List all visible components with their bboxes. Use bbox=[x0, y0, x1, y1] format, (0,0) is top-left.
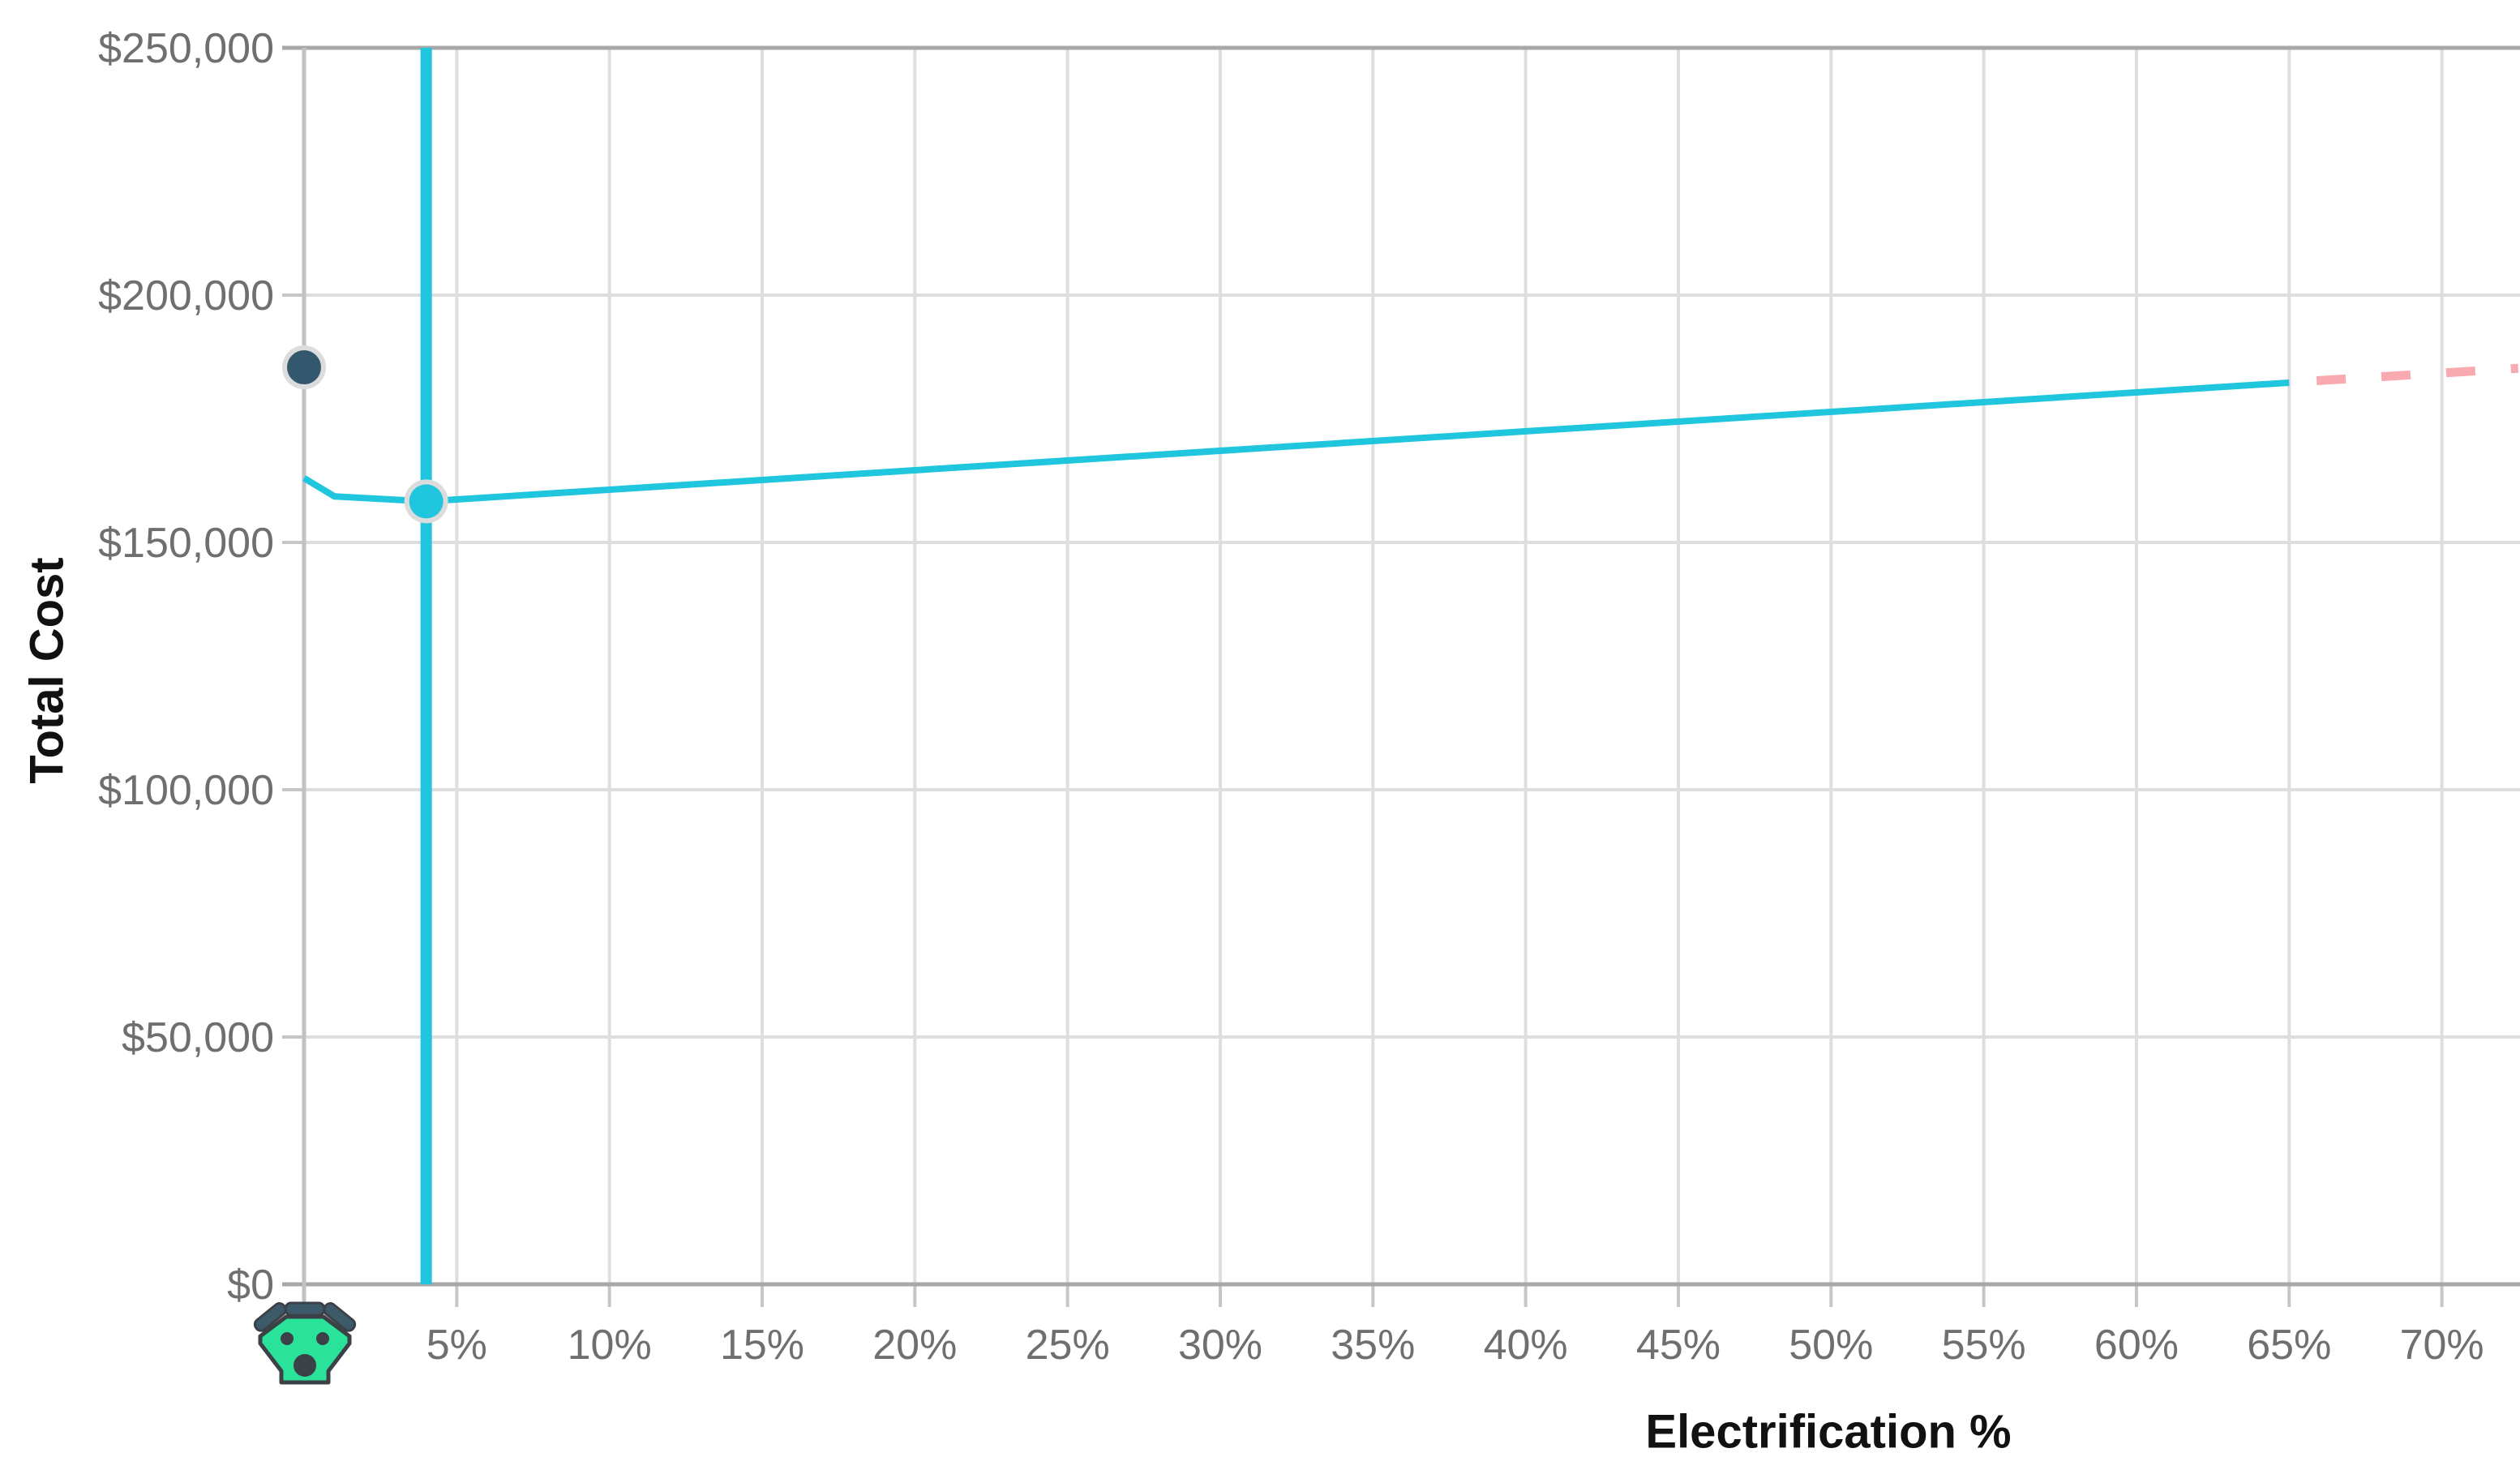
x-tick-label: 20% bbox=[872, 1322, 957, 1369]
x-tick-label: 40% bbox=[1484, 1322, 1568, 1369]
y-tick-label: $50,000 bbox=[122, 1014, 274, 1061]
current-cost-point[interactable] bbox=[409, 484, 444, 519]
x-tick-label: 15% bbox=[720, 1322, 804, 1369]
y-axis-title: Total Cost bbox=[20, 557, 74, 784]
x-tick-label: 50% bbox=[1789, 1322, 1873, 1369]
x-tick-label: 25% bbox=[1026, 1322, 1110, 1369]
y-tick-label: $100,000 bbox=[98, 767, 274, 814]
y-tick-label: $200,000 bbox=[98, 272, 274, 319]
x-axis-title: Electrification % bbox=[1645, 1405, 2012, 1457]
y-tick-label: $0 bbox=[227, 1262, 274, 1309]
engine-icon bbox=[251, 1296, 359, 1386]
x-tick-label: 10% bbox=[568, 1322, 652, 1369]
x-tick-label: 60% bbox=[2094, 1322, 2179, 1369]
total-cost-projection bbox=[2316, 363, 2519, 386]
y-tick-label: $150,000 bbox=[98, 520, 274, 567]
x-tick-label: 45% bbox=[1636, 1322, 1721, 1369]
engine-icon-glyph bbox=[253, 1301, 357, 1385]
x-tick-label: 70% bbox=[2400, 1322, 2484, 1369]
x-tick-label: 5% bbox=[426, 1322, 487, 1369]
x-tick-label: 65% bbox=[2247, 1322, 2331, 1369]
x-tick-label: 35% bbox=[1331, 1322, 1415, 1369]
y-tick-label: $250,000 bbox=[98, 25, 274, 72]
total-cost-line bbox=[302, 379, 2290, 505]
x-tick-label: 30% bbox=[1178, 1322, 1262, 1369]
baseline-cost-point[interactable] bbox=[287, 350, 321, 385]
x-tick-label: 55% bbox=[1942, 1322, 2026, 1369]
